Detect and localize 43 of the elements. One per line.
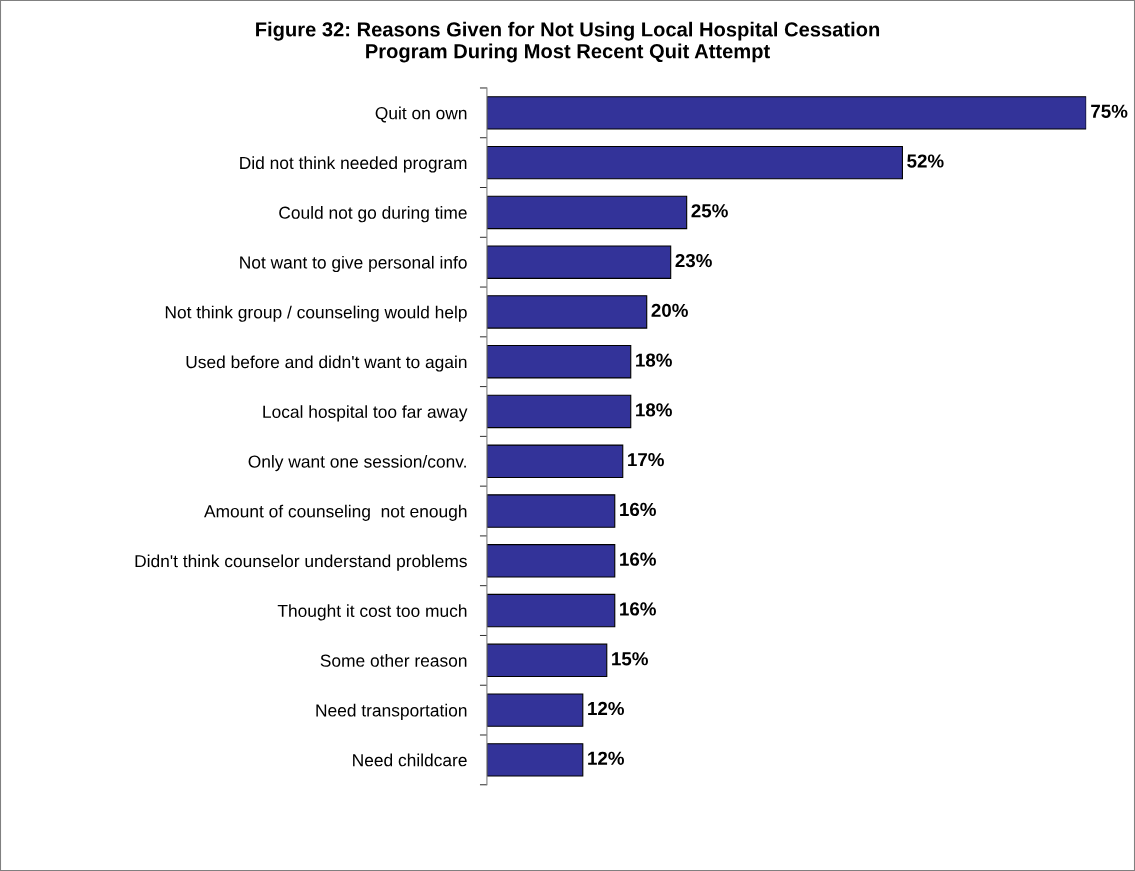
bar bbox=[486, 145, 903, 180]
data-label: 12% bbox=[588, 751, 624, 765]
bar bbox=[486, 295, 648, 329]
bar bbox=[486, 444, 624, 478]
data-label: 17% bbox=[628, 453, 664, 467]
data-label: 15% bbox=[612, 652, 648, 666]
data-label: 16% bbox=[620, 502, 656, 517]
chart-title: Figure 32: Reasons Given for Not Using Local Hospital Cessation Program During Most Recent Quit Attempt bbox=[256, 21, 880, 63]
bar bbox=[486, 245, 672, 279]
y-tick-label: Local hospital too far away bbox=[263, 405, 468, 422]
bar bbox=[486, 96, 1087, 130]
data-label: 18% bbox=[636, 353, 672, 367]
bar bbox=[486, 643, 608, 678]
data-label: 18% bbox=[636, 403, 672, 417]
y-tick-label: Used before and didn't want to again bbox=[186, 355, 467, 372]
data-label: 75% bbox=[1091, 104, 1128, 118]
bar bbox=[486, 544, 616, 578]
bar bbox=[486, 693, 584, 727]
data-label: 16% bbox=[620, 552, 656, 566]
bar bbox=[486, 593, 616, 628]
y-tick-label: Thought it cost too much bbox=[277, 604, 467, 621]
y-tick-label: Didn't think counselor understand problems bbox=[135, 554, 467, 571]
y-tick-label: Only want one session/conv. bbox=[248, 454, 466, 472]
bar bbox=[486, 195, 688, 230]
bar bbox=[486, 494, 616, 528]
data-label: 16% bbox=[620, 602, 656, 616]
data-label: 23% bbox=[675, 253, 712, 268]
y-tick-label: Did not think needed program bbox=[240, 156, 467, 173]
bar bbox=[486, 394, 632, 429]
data-label: 12% bbox=[588, 701, 624, 716]
bar bbox=[486, 743, 584, 777]
data-label: 52% bbox=[907, 154, 944, 168]
y-tick-label: Need transportation bbox=[316, 703, 467, 721]
y-tick-label: Amount of counseling not enough bbox=[204, 504, 467, 521]
data-label: 25% bbox=[691, 204, 728, 218]
y-tick-label: Need childcare bbox=[353, 753, 467, 767]
y-tick-label: Some other reason bbox=[320, 654, 467, 667]
bar bbox=[486, 344, 632, 379]
data-label: 20% bbox=[651, 303, 688, 317]
y-tick-label: Not want to give personal info bbox=[240, 255, 467, 273]
y-tick-label: Not think group / counseling would help bbox=[165, 305, 467, 322]
y-tick-label: Could not go during time bbox=[279, 206, 467, 223]
y-tick-label: Quit on own bbox=[375, 106, 467, 123]
